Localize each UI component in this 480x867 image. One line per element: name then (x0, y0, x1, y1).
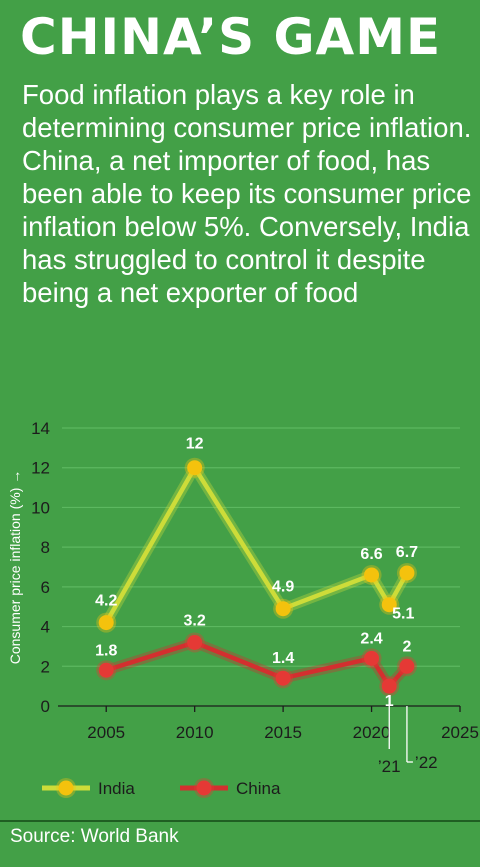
x-tick-label-2021: ’21 (378, 757, 401, 776)
source-note: Source: World Bank (10, 826, 179, 847)
y-tick-label: 14 (31, 419, 50, 438)
data-point-china (381, 678, 397, 694)
data-label-india: 4.9 (272, 579, 294, 596)
y-tick-label: 8 (41, 538, 50, 557)
data-point-china (399, 658, 415, 674)
data-point-china (98, 662, 114, 678)
page-title: CHINA’S GAME (20, 8, 442, 66)
data-label-india: 6.6 (360, 546, 382, 563)
y-axis-label: Consumer price inflation (%) → (7, 470, 23, 665)
data-point-india (399, 565, 415, 581)
data-point-india (364, 567, 380, 583)
data-label-china: 2.4 (360, 630, 382, 647)
y-tick-label: 12 (31, 459, 50, 478)
data-point-india (275, 601, 291, 617)
data-point-india (98, 615, 114, 631)
y-tick-label: 6 (41, 578, 50, 597)
data-label-india: 6.7 (396, 544, 418, 561)
data-label-india: 4.2 (95, 593, 117, 610)
data-point-china (364, 650, 380, 666)
x-tick-label: 2010 (176, 723, 214, 742)
y-axis-ticks: 0 2 4 6 8 10 12 14 (31, 419, 50, 716)
legend-marker (58, 780, 74, 796)
data-label-india: 5.1 (392, 606, 414, 623)
data-point-india (381, 597, 397, 613)
series-markers (96, 457, 417, 697)
y-tick-label: 2 (41, 657, 50, 676)
x-tick-label: 2025 (441, 723, 479, 742)
x-tick-label-2022: ’22 (415, 753, 438, 772)
legend-label: India (98, 779, 135, 798)
data-label-china: 3.2 (184, 612, 206, 629)
data-label-india: 12 (186, 436, 204, 453)
y-tick-label: 10 (31, 498, 50, 517)
x-tick-label: 2005 (87, 723, 125, 742)
data-label-china: 2 (402, 638, 411, 655)
legend-label: China (236, 779, 281, 798)
data-point-china (187, 634, 203, 650)
data-label-china: 1.8 (95, 642, 117, 659)
y-tick-label: 0 (41, 697, 50, 716)
y-tick-label: 4 (41, 618, 50, 637)
data-point-india (187, 460, 203, 476)
source-divider (0, 820, 480, 822)
series-halo-china (104, 637, 411, 692)
x-axis-ticks: 2005 2010 2015 2020 2025 ’21 ’22 (87, 706, 479, 776)
legend-marker (196, 780, 212, 796)
data-label-china: 1 (385, 693, 394, 710)
x-tick-label: 2020 (353, 723, 391, 742)
data-label-china: 1.4 (272, 650, 294, 667)
data-point-china (275, 670, 291, 686)
x-tick-label: 2015 (264, 723, 302, 742)
legend: India China (42, 778, 281, 798)
chart-description: Food inflation plays a key role in deter… (22, 79, 472, 308)
